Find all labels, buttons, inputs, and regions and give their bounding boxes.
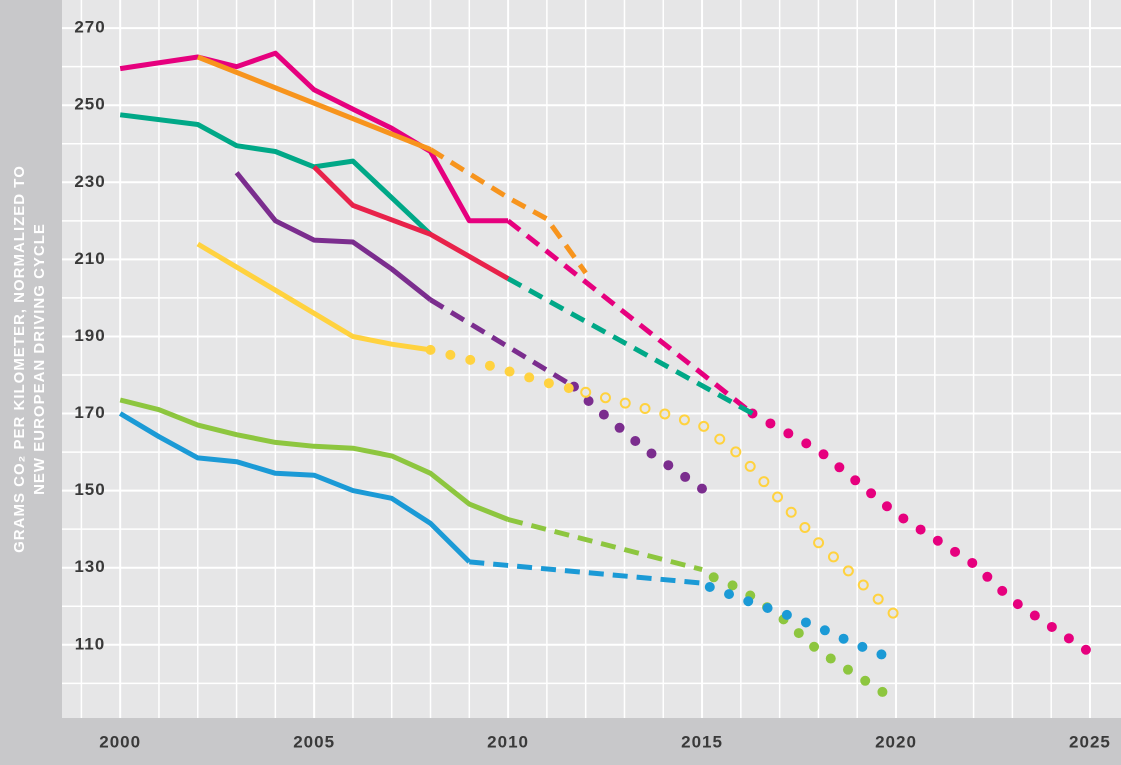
- x-tick-label: 2005: [293, 732, 335, 751]
- line-series: [312, 165, 510, 281]
- dotted-series: [425, 344, 591, 398]
- y-axis-label: GRAMS CO₂ PER KILOMETER, NORMALIZED TO: [11, 165, 28, 553]
- y-axis-label: NEW EUROPEAN DRIVING CYCLE: [31, 223, 48, 495]
- y-tick-label: 250: [74, 95, 105, 114]
- line-series: [196, 241, 431, 353]
- labels: GRAMS CO₂ PER KILOMETER, NORMALIZED TO N…: [11, 18, 1111, 752]
- grid: [62, 0, 1121, 718]
- dashed-series: [506, 218, 755, 416]
- ring-center: [582, 388, 900, 620]
- dotted-series: [569, 381, 708, 494]
- y-tick-label: 170: [74, 403, 105, 422]
- y-tick-label: 110: [75, 634, 105, 653]
- dashed-series: [469, 559, 703, 586]
- dashed-series: [507, 517, 703, 573]
- y-tick-label: 270: [74, 18, 105, 37]
- line-series: [196, 54, 432, 152]
- x-tick-label: 2000: [99, 732, 141, 751]
- dotted-series: [708, 572, 901, 706]
- x-tick-label: 2015: [681, 732, 723, 751]
- x-tick-label: 2010: [487, 732, 529, 751]
- line-series: [118, 411, 472, 564]
- y-tick-label: 150: [74, 480, 105, 499]
- lines: [118, 50, 1095, 706]
- dotted-series: [747, 408, 1095, 658]
- dotted-series: [704, 582, 901, 666]
- line-series: [119, 397, 510, 522]
- x-tick-label: 2020: [875, 732, 917, 751]
- plot-area: [62, 0, 1121, 718]
- y-tick-label: 190: [74, 326, 105, 345]
- x-tick-label: 2025: [1069, 732, 1111, 751]
- line-series: [119, 50, 509, 224]
- dashed-series: [429, 297, 576, 389]
- line-series: [234, 171, 433, 302]
- line-series: [119, 112, 433, 237]
- dashed-series: [429, 147, 588, 275]
- y-tick-label: 230: [74, 172, 105, 191]
- y-tick-label: 130: [74, 557, 105, 576]
- y-tick-label: 210: [74, 249, 105, 268]
